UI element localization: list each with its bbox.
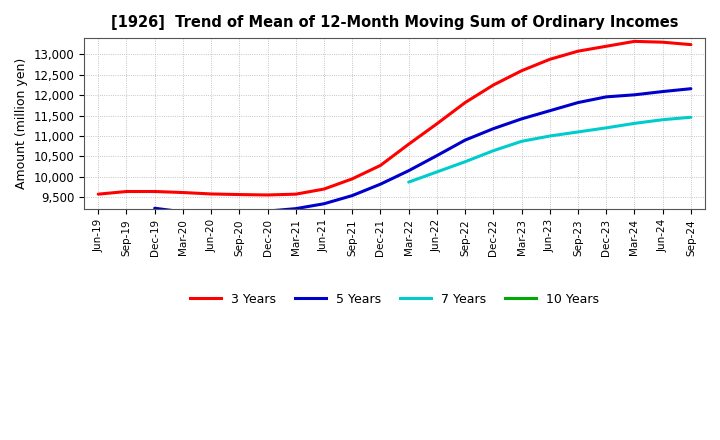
- Legend: 3 Years, 5 Years, 7 Years, 10 Years: 3 Years, 5 Years, 7 Years, 10 Years: [185, 288, 604, 311]
- Title: [1926]  Trend of Mean of 12-Month Moving Sum of Ordinary Incomes: [1926] Trend of Mean of 12-Month Moving …: [111, 15, 678, 30]
- Y-axis label: Amount (million yen): Amount (million yen): [15, 58, 28, 189]
